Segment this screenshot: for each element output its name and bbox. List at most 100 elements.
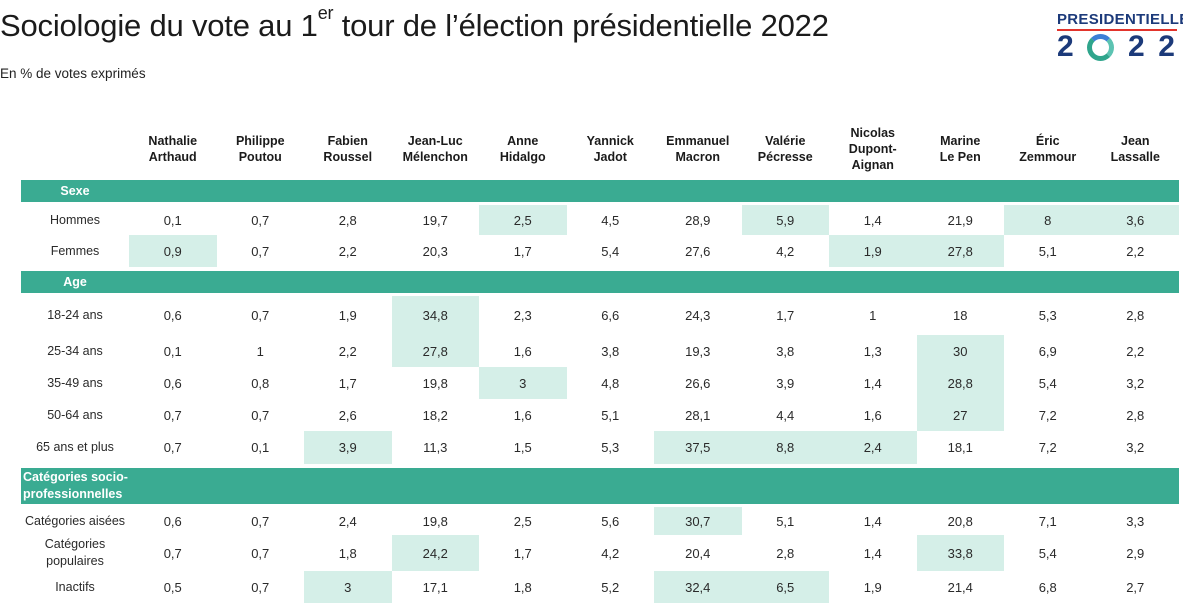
section-band [129, 180, 1179, 204]
value-cell: 0,6 [163, 375, 182, 391]
column-header-line: Yannick [586, 134, 634, 148]
section-header-row: Age [21, 267, 1179, 295]
table-row: Inactifs 0,5 0,7 3 17,1 1,8 5,2 32,4 6,5 1,9 21,4 6… [21, 571, 1179, 603]
column-header: Emmanuel Macron [654, 118, 742, 180]
value-cell: 1,7 [338, 375, 357, 391]
value-cell: 8,8 [741, 431, 829, 466]
column-header-line: Roussel [323, 150, 373, 164]
value-cell: 3,8 [776, 343, 795, 359]
value-cell: 8 [1004, 202, 1092, 235]
column-header-line: Macron [675, 150, 720, 164]
value-cell: 6,6 [566, 293, 654, 335]
column-header-line: Emmanuel [666, 134, 730, 148]
value-cell: 0,8 [251, 375, 270, 391]
value-cell: 17,1 [422, 579, 448, 595]
value-cell: 28,8 [916, 367, 1004, 399]
value-cell: 19,7 [391, 202, 479, 235]
value-cell: 24,2 [391, 535, 479, 571]
row-label: Inactifs [21, 571, 129, 603]
value-cell: 3,9 [304, 431, 392, 466]
column-header-line: Philippe [235, 134, 285, 148]
value-cell: 0,7 [251, 579, 270, 595]
value-cell: 0,7 [163, 440, 182, 455]
value-cell: 2,4 [304, 504, 392, 535]
value-cell: 1 [829, 293, 917, 335]
column-header: Philippe Poutou [217, 118, 305, 180]
value-cell: 5,4 [601, 243, 620, 259]
value-cell: 4,2 [776, 243, 795, 259]
row-label-line: 50-64 ans [47, 407, 103, 422]
value-cell: 0,9 [129, 235, 217, 269]
value-cell: 30 [916, 335, 1004, 367]
value-cell: 4,2 [601, 545, 620, 561]
row-label: Catégories aisées [21, 504, 129, 535]
value-cell: 11,3 [423, 440, 448, 455]
row-label-line: 18-24 ans [47, 308, 103, 322]
value-cell: 27,6 [685, 243, 711, 259]
column-header-line: Zemmour [1019, 150, 1077, 164]
column-header-line: Arthaud [148, 150, 197, 164]
value-cell: 27 [916, 399, 1004, 431]
section-label: Catégories socio-professionnelles [21, 464, 129, 506]
column-header: Éric Zemmour [1004, 118, 1092, 180]
value-cell: 3 [304, 571, 392, 603]
table-row: Catégories aisées 0,6 0,7 2,4 19,8 2,5 5,6 30,7… [21, 504, 1179, 535]
value-cell: 5,1 [1038, 243, 1057, 259]
logo-digit: 2 [1127, 30, 1145, 63]
value-cell: 1,7 [513, 545, 532, 561]
table-row: Femmes 0,9 0,7 2,2 20,3 1,7 5,4 27,6 4,2 1,9 27,8 5… [21, 235, 1179, 269]
column-header: Jean-Luc Mélenchon [392, 118, 480, 180]
column-header-line: Hidalgo [499, 150, 546, 164]
value-cell: 0,5 [163, 579, 182, 595]
value-cell: 0,7 [163, 545, 182, 561]
value-cell: 2,9 [1126, 545, 1145, 561]
value-cell: 6,9 [1038, 343, 1057, 359]
logo-year: 2 2 2 [1057, 31, 1175, 63]
column-header: Nicolas Dupont- Aignan [829, 118, 917, 180]
value-cell: 2,3 [479, 293, 567, 335]
value-cell: 2,2 [338, 343, 357, 359]
value-cell: 1 [256, 343, 264, 359]
value-cell: 3,9 [776, 375, 795, 391]
row-label: Catégories populaires [21, 535, 129, 571]
value-cell: 1,7 [513, 243, 532, 259]
value-cell: 5,6 [566, 504, 654, 535]
column-header-line: Nicolas [850, 126, 895, 140]
value-cell: 28,1 [685, 407, 711, 423]
table-row: 18-24 ans 0,6 0,7 1,9 34,8 2,3 6,6 24,3 1,7 1 18 5,… [21, 293, 1179, 335]
column-header: Anne Hidalgo [479, 118, 567, 180]
column-header-line: Éric [1035, 134, 1060, 148]
value-cell: 1,6 [863, 407, 882, 423]
value-cell: 19,3 [685, 343, 711, 359]
row-label: 18-24 ans [21, 293, 129, 335]
column-header: Yannick Jadot [567, 118, 655, 180]
value-cell: 0,7 [163, 407, 182, 423]
value-cell: 2,8 [1126, 407, 1145, 423]
row-label-line: Femmes [50, 243, 100, 258]
section-label-line: Age [63, 275, 87, 289]
row-label: Hommes [21, 202, 129, 235]
value-cell: 0,7 [251, 243, 270, 259]
row-label-line: Catégories [44, 537, 106, 551]
column-header: Fabien Roussel [304, 118, 392, 180]
value-cell: 2,5 [479, 504, 567, 535]
value-cell: 0,7 [216, 504, 304, 535]
column-header-line: Poutou [238, 150, 282, 164]
section-band [129, 267, 1179, 295]
section-header-row: Catégories socio-professionnelles [21, 464, 1179, 506]
value-cell: 7,2 [1038, 407, 1057, 423]
value-cell: 2,5 [479, 202, 567, 235]
value-cell: 28,9 [654, 202, 742, 235]
header-row: Nathalie Arthaud Philippe Poutou Fabien Rouss… [21, 118, 1179, 180]
value-cell: 1,9 [829, 235, 917, 269]
value-cell: 5,1 [741, 504, 829, 535]
value-cell: 1,5 [513, 440, 532, 455]
column-header-line: Lassalle [1110, 150, 1160, 164]
value-cell: 19,8 [391, 504, 479, 535]
column-header-line: Jean-Luc [407, 134, 463, 148]
table-row: Catégories populaires 0,7 0,7 1,8 24,2 1,7 4,2 2… [21, 535, 1179, 571]
value-cell: 20,4 [685, 545, 711, 561]
value-cell: 0,7 [251, 545, 270, 561]
column-header-line: Jean [1121, 134, 1150, 148]
value-cell: 1,4 [863, 375, 882, 391]
